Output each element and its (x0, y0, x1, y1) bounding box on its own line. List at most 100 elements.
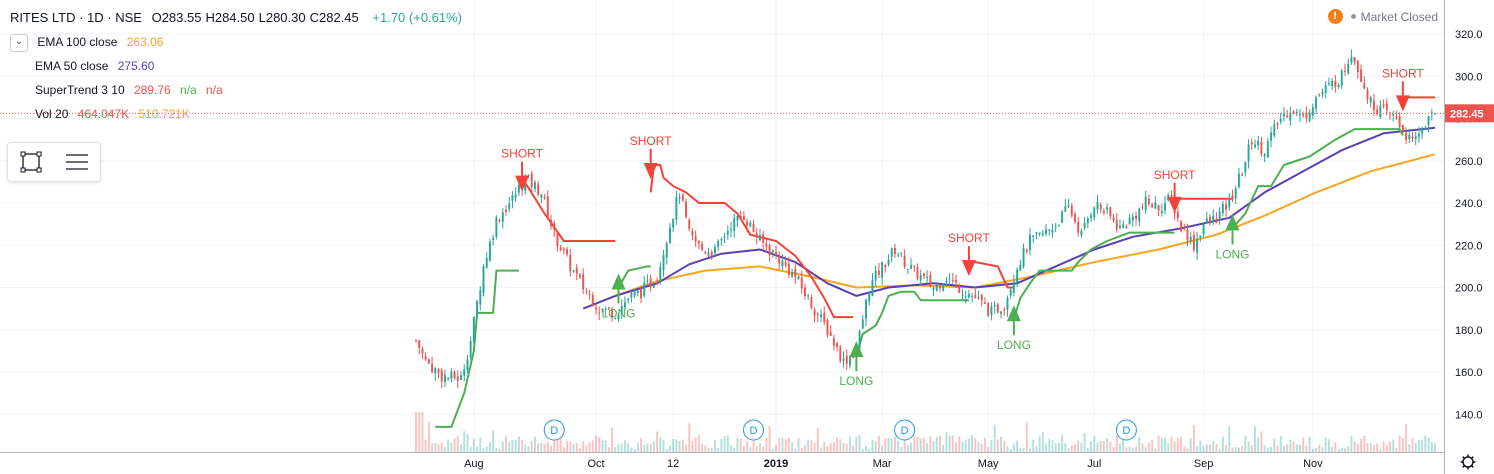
volume-bar (1379, 448, 1382, 452)
time-tick-label[interactable]: Jul (1087, 458, 1101, 470)
candle-body (1144, 196, 1147, 210)
candle-body (762, 234, 765, 243)
volume-bar (685, 444, 687, 452)
candle-body (1086, 218, 1089, 224)
collapse-chevron-icon[interactable]: ⌄ (10, 33, 28, 52)
volume-bar (1202, 446, 1205, 452)
volume-bar (1344, 448, 1346, 452)
candle-body (1244, 162, 1247, 173)
ema100-legend[interactable]: ⌄ EMA 100 close 263.06 (10, 30, 468, 54)
time-tick-label[interactable]: Mar (873, 458, 892, 470)
candle-body (665, 243, 668, 258)
candle-body (993, 305, 996, 307)
price-tick-label[interactable]: 160.0 (1455, 367, 1483, 379)
dividend-marker[interactable] (894, 419, 916, 441)
volume-bar (604, 440, 607, 452)
candle-body (479, 290, 482, 305)
price-tick-label[interactable]: 180.0 (1455, 325, 1483, 337)
time-tick-label[interactable]: May (978, 458, 999, 470)
dividend-marker[interactable] (543, 419, 565, 441)
volume-bar (453, 438, 456, 452)
drawing-toolbox[interactable] (7, 142, 101, 182)
volume-bar (730, 445, 732, 452)
candle-body (839, 346, 842, 362)
short-arrow-icon (1167, 196, 1182, 213)
volume-bar (1218, 448, 1221, 452)
candle-body (726, 230, 729, 235)
volume-bar (926, 443, 929, 452)
volume-bar (900, 446, 903, 452)
volume-bar (803, 445, 806, 452)
volume-legend[interactable]: Vol 20 464.047K 510.721K (10, 102, 468, 126)
volume-bar (1434, 442, 1436, 452)
dividend-marker[interactable] (1115, 419, 1137, 441)
rectangle-select-icon (20, 151, 42, 173)
volume-bar (646, 443, 649, 452)
dividend-marker-label[interactable]: D (750, 425, 758, 437)
ema50-legend[interactable]: EMA 50 close 275.60 (10, 54, 468, 78)
candle-body (1061, 211, 1064, 223)
volume-bar (1125, 447, 1128, 452)
volume-bar (746, 441, 749, 452)
price-tick-label[interactable]: 220.0 (1455, 240, 1483, 252)
time-tick-label[interactable]: Aug (464, 458, 484, 470)
last-price-badge[interactable] (1445, 104, 1494, 123)
time-tick-label[interactable]: 2019 (764, 458, 788, 470)
price-tick-label[interactable]: 240.0 (1455, 198, 1483, 210)
object-tree-button[interactable] (54, 143, 100, 181)
time-tick-label[interactable]: Sep (1194, 458, 1214, 470)
candle-body (823, 312, 826, 323)
dividend-marker-label[interactable]: D (550, 425, 558, 437)
time-tick-label[interactable]: 12 (667, 458, 679, 470)
warning-icon[interactable]: ! (1327, 9, 1343, 24)
candle-body (1398, 116, 1401, 127)
supertrend-short-segment (521, 177, 616, 242)
volume-bar (1282, 446, 1285, 452)
dividend-marker-label[interactable]: D (901, 425, 909, 437)
price-tick-label[interactable]: 200.0 (1455, 283, 1483, 295)
supertrend-legend[interactable]: SuperTrend 3 10 289.76 n/a n/a (10, 78, 468, 102)
settings-gear-icon[interactable] (1460, 454, 1476, 470)
volume-bar (1051, 440, 1054, 452)
time-tick-label[interactable]: Oct (587, 458, 604, 470)
dividend-marker-label[interactable]: D (1122, 425, 1130, 437)
candle-body (871, 279, 874, 296)
volume-bar (762, 446, 765, 452)
volume-bar (492, 430, 495, 452)
candle-body (797, 276, 800, 280)
last-price-label[interactable]: 282.45 (1450, 108, 1484, 120)
volume-bar (1408, 444, 1411, 452)
volume-bar (1183, 446, 1186, 452)
volume-bar (443, 447, 446, 452)
candle-body (1353, 57, 1356, 63)
price-tick-label[interactable]: 300.0 (1455, 71, 1483, 83)
volume-bar (742, 446, 745, 452)
candle-body (697, 240, 700, 244)
price-tick-label[interactable]: 140.0 (1455, 409, 1483, 421)
dividend-marker[interactable] (743, 419, 765, 441)
supertrend-na-1: n/a (180, 83, 197, 97)
candle-body (566, 249, 569, 255)
symbol-title[interactable]: RITES LTD · 1D · NSE (10, 10, 142, 25)
candle-body (929, 274, 932, 287)
volume-bar (424, 439, 427, 452)
volume-bar (781, 437, 784, 452)
candle-body (1160, 210, 1163, 214)
candle-body (415, 339, 417, 341)
volume-bar (1382, 441, 1385, 452)
price-tick-label[interactable]: 260.0 (1455, 156, 1483, 168)
time-tick-label[interactable]: Nov (1303, 458, 1323, 470)
candle-body (945, 280, 948, 283)
candle-body (1231, 195, 1234, 200)
candle-body (611, 310, 614, 318)
ema50-label: EMA 50 close (35, 59, 109, 73)
volume-bar (942, 444, 945, 452)
price-tick-label[interactable]: 320.0 (1455, 29, 1483, 41)
volume-bar (1022, 448, 1025, 452)
rectangle-tool-button[interactable] (8, 143, 54, 181)
market-status[interactable]: ! Market Closed (1327, 9, 1438, 24)
candle-body (1250, 142, 1253, 145)
